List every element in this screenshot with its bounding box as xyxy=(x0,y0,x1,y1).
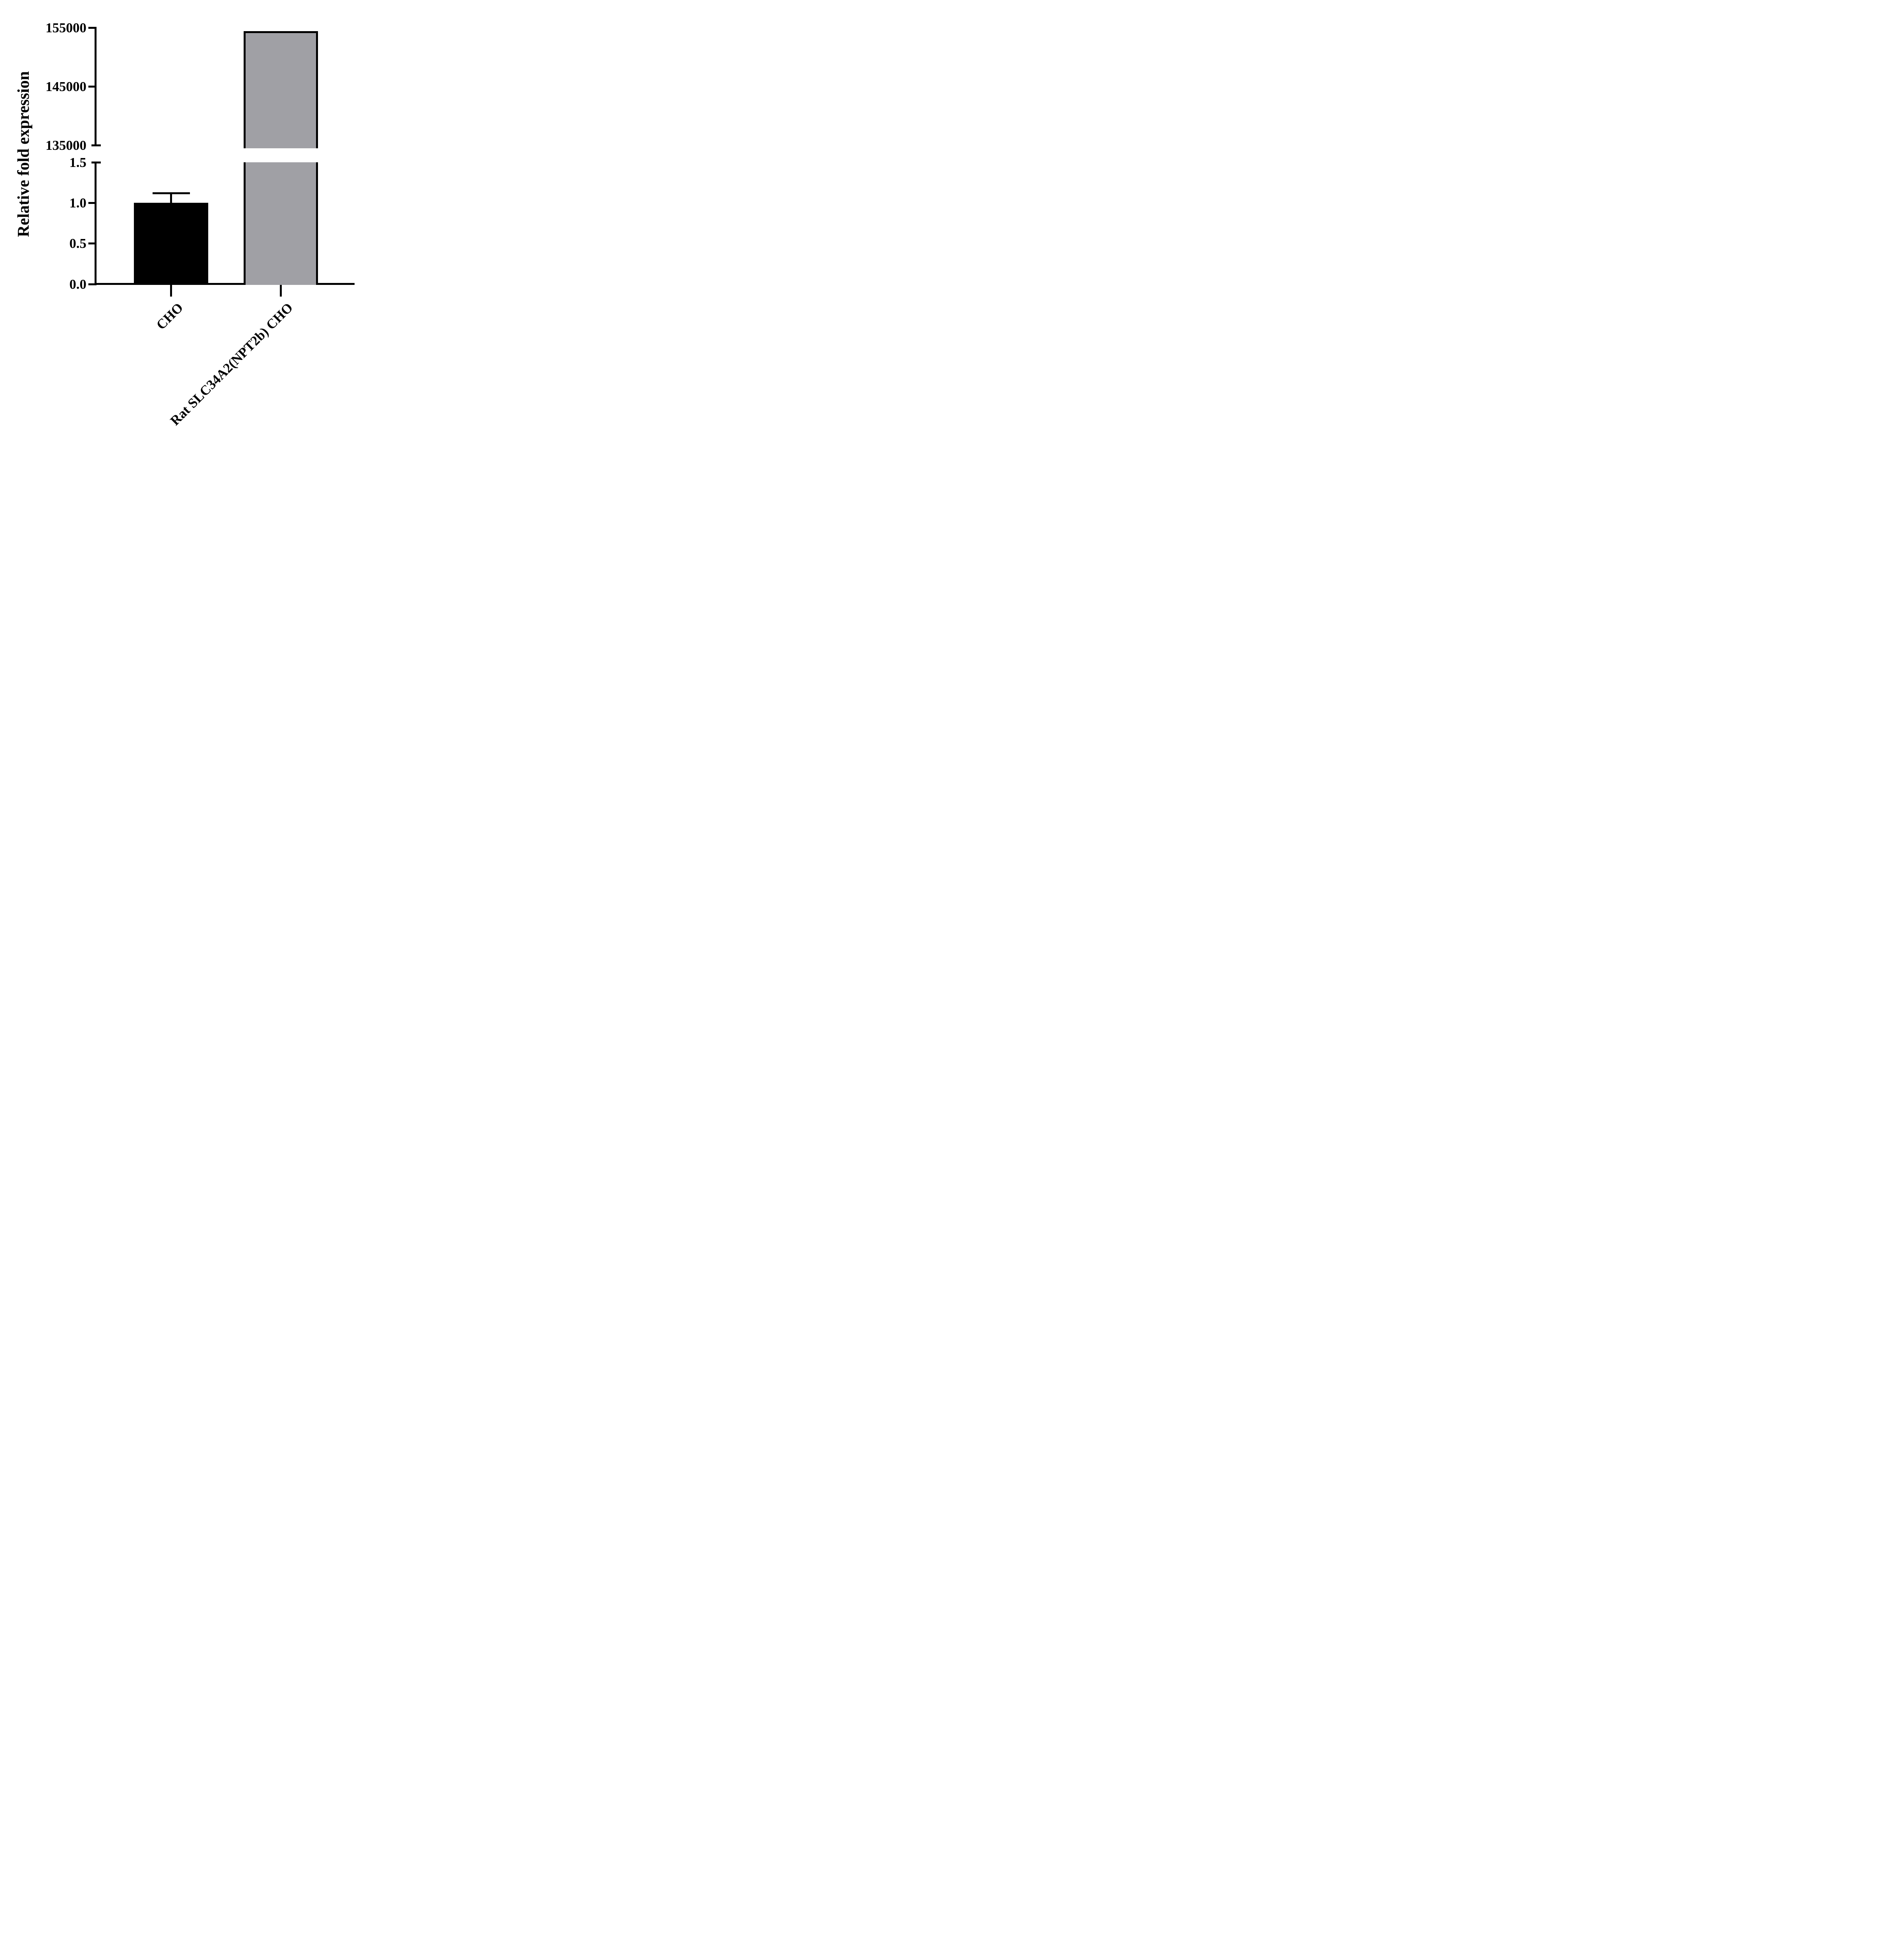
y-axis-tick-label: 135000 xyxy=(46,137,86,153)
y-axis-tick xyxy=(88,202,95,204)
y-axis-break-tick xyxy=(91,161,101,163)
x-axis-label: Rat SLC34A2(NPT2b) CHO xyxy=(167,300,296,429)
y-axis-tick-label: 0.0 xyxy=(69,276,86,292)
y-axis-tick xyxy=(88,85,95,88)
y-axis-tick-label: 155000 xyxy=(46,20,86,35)
x-axis-line xyxy=(95,283,355,285)
y-axis-spine-lower xyxy=(95,161,97,285)
bar-chart: Relative fold expression 155000 145000 135… xyxy=(0,0,381,453)
y-axis-tick-label: 0.5 xyxy=(69,236,86,251)
y-axis-tick xyxy=(88,26,95,29)
y-axis-break-tick xyxy=(91,144,101,146)
y-axis-tick xyxy=(88,242,95,245)
y-axis-tick-label: 1.5 xyxy=(69,155,86,170)
bar-rat-slc34a2-npt2b-cho-upper-segment xyxy=(244,31,318,148)
error-bar-cap xyxy=(152,192,190,194)
bar-rat-slc34a2-npt2b-cho-lower-segment xyxy=(244,162,318,285)
x-axis-tick xyxy=(170,285,172,297)
y-axis-tick xyxy=(88,283,95,285)
x-axis-label: CHO xyxy=(153,300,186,333)
bar-cho xyxy=(134,203,208,285)
x-axis-tick xyxy=(280,285,282,297)
error-bar-stem xyxy=(170,193,172,203)
y-axis-tick-label: 145000 xyxy=(46,79,86,94)
y-axis-tick-label: 1.0 xyxy=(69,195,86,211)
y-axis-spine-upper xyxy=(95,26,97,146)
plot-area: 155000 145000 135000 1.5 1.0 0.5 0.0 CHO Rat SLC… xyxy=(0,0,381,453)
